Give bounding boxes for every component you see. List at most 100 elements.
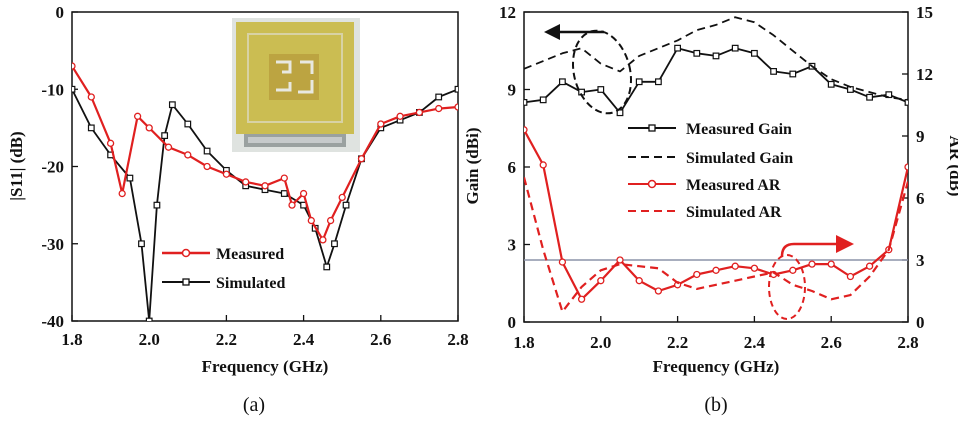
y-axis-label-a: |S11| (dB) <box>7 131 26 200</box>
point-b2-3 <box>577 295 586 303</box>
point-a0-7 <box>184 151 192 159</box>
point-a1-7 <box>161 132 169 140</box>
point-a0-14 <box>299 189 308 198</box>
point-b0-10 <box>712 52 720 60</box>
legend-marker-simulated <box>182 278 190 286</box>
y-right-tick-label-b: 9 <box>916 127 925 146</box>
legend-marker-measured <box>181 248 191 258</box>
y-tick-label-a: -40 <box>41 312 64 331</box>
y-tick-label-a: -20 <box>41 158 64 177</box>
ar-group-ellipse <box>768 254 806 320</box>
series-line-b1 <box>524 16 908 101</box>
y-left-tick-label-b: 9 <box>508 81 517 100</box>
x-tick-label-b: 2.2 <box>667 333 688 352</box>
point-a1-1 <box>87 124 95 132</box>
y-right-tick-label-b: 6 <box>916 189 925 208</box>
point-b0-0 <box>524 99 528 106</box>
antenna-photo-inset <box>232 18 360 152</box>
y-right-tick-label-b: 3 <box>916 251 925 270</box>
legend-b: Measured Gain Simulated Gain Measured AR… <box>628 121 793 221</box>
x-tick-label-a: 2.6 <box>370 330 391 349</box>
y-left-tick-labels-b: 0 3 6 9 12 <box>499 3 530 332</box>
point-b0-6 <box>635 78 643 86</box>
x-tick-label-b: 1.8 <box>513 333 534 352</box>
point-b2-15 <box>808 260 816 268</box>
x-tick-label-a: 2.4 <box>293 330 315 349</box>
legend-label-simulated: Simulated <box>216 275 285 292</box>
point-b2-16 <box>827 260 835 268</box>
y-left-tick-label-b: 6 <box>508 158 517 177</box>
point-a1-6 <box>153 201 161 209</box>
legend-a: Measured Simulated <box>162 246 285 292</box>
point-b2-7 <box>654 287 663 295</box>
point-a0-0 <box>72 62 76 70</box>
point-b0-8 <box>674 44 681 52</box>
plot-series-a <box>72 62 458 321</box>
point-a0-10 <box>242 178 250 186</box>
point-a0-2 <box>106 139 115 147</box>
legend-label-measured-ar: Measured AR <box>686 177 781 194</box>
annotations-b <box>544 24 854 320</box>
y-left-tick-label-b: 12 <box>499 3 516 22</box>
point-b2-4 <box>597 277 605 285</box>
point-a1-18 <box>331 240 338 248</box>
x-tick-label-b: 2.6 <box>821 333 842 352</box>
point-a0-12 <box>280 174 288 182</box>
point-a0-16 <box>319 236 327 244</box>
point-a1-4 <box>138 240 145 248</box>
point-a0-3 <box>118 189 126 198</box>
point-b2-6 <box>635 277 643 285</box>
point-a0-11 <box>261 182 269 190</box>
caption-a: (a) <box>243 394 265 416</box>
point-a1-10 <box>203 147 211 155</box>
point-b0-11 <box>731 44 739 52</box>
point-b0-1 <box>539 96 547 104</box>
point-b2-9 <box>693 270 701 279</box>
point-b0-20 <box>904 99 908 106</box>
point-a0-24 <box>454 103 458 111</box>
point-a0-9 <box>222 170 231 178</box>
x-tick-label-a: 2.0 <box>139 330 160 349</box>
x-tick-label-b: 2.4 <box>744 333 766 352</box>
point-b2-2 <box>558 258 567 266</box>
point-b0-14 <box>789 70 797 78</box>
plot-series-b <box>524 16 908 313</box>
y-tick-label-a: 0 <box>56 3 65 22</box>
right-arrow-shaft <box>780 242 838 257</box>
legend-label-measured: Measured <box>216 246 284 263</box>
y-tick-label-a: -30 <box>41 235 64 254</box>
point-b2-20 <box>904 163 908 171</box>
left-arrow-icon <box>544 24 560 40</box>
point-b2-10 <box>712 266 720 274</box>
point-b0-13 <box>770 68 777 75</box>
point-b2-12 <box>750 264 759 272</box>
point-a0-13 <box>288 201 296 209</box>
legend-marker-measured-ar <box>647 179 657 189</box>
point-a1-24 <box>435 93 443 101</box>
point-b0-9 <box>693 49 701 57</box>
point-a1-25 <box>454 85 458 93</box>
point-b0-19 <box>885 91 893 99</box>
point-b2-18 <box>865 262 874 270</box>
point-a1-8 <box>168 101 176 109</box>
point-b2-11 <box>731 262 739 270</box>
x-tick-label-b: 2.0 <box>590 333 611 352</box>
point-b0-18 <box>866 93 873 101</box>
legend-label-measured-gain: Measured Gain <box>686 121 792 138</box>
legend-label-simulated-ar: Simulated AR <box>686 204 782 221</box>
panel-b: 1.8 2.0 2.2 2.4 2.6 2.8 0 3 6 9 12 0 3 6 9 12 15 Measu… <box>463 3 958 416</box>
x-tick-label-b: 2.8 <box>897 333 918 352</box>
point-a1-3 <box>126 174 134 182</box>
point-a0-4 <box>133 112 142 120</box>
point-a0-19 <box>357 155 366 163</box>
point-b2-1 <box>539 161 547 169</box>
point-a1-17 <box>323 263 331 271</box>
point-a0-17 <box>326 216 335 225</box>
point-b2-17 <box>846 272 855 281</box>
point-a0-21 <box>396 112 404 120</box>
point-a0-8 <box>203 162 211 171</box>
y-right-tick-labels-b: 0 3 6 9 12 15 <box>902 3 933 332</box>
y-right-tick-label-b: 12 <box>916 65 933 84</box>
y-left-tick-label-b: 3 <box>508 236 517 255</box>
